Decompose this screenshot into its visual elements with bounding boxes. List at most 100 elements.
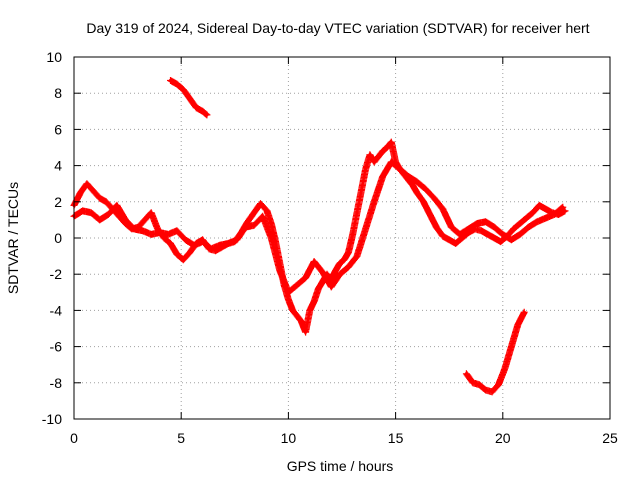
chart-title: Day 319 of 2024, Sidereal Day-to-day VTE… xyxy=(86,20,589,36)
data-point xyxy=(243,225,248,229)
data-point xyxy=(104,200,108,204)
data-point xyxy=(346,265,351,269)
y-tick-label: 2 xyxy=(54,194,62,210)
data-point xyxy=(258,202,263,206)
data-point xyxy=(85,182,89,186)
data-point xyxy=(98,218,102,222)
data-point xyxy=(205,113,209,117)
data-point xyxy=(175,252,179,256)
data-point xyxy=(406,174,411,179)
data-point xyxy=(492,225,496,229)
data-point xyxy=(486,232,490,236)
data-point xyxy=(149,211,153,215)
data-point xyxy=(286,290,290,294)
data-layer xyxy=(70,77,569,396)
data-point xyxy=(89,211,93,215)
data-point xyxy=(183,238,188,242)
data-point xyxy=(329,285,333,289)
data-point xyxy=(501,232,505,236)
data-point xyxy=(166,232,170,236)
data-point xyxy=(535,220,539,224)
y-tick-label: 6 xyxy=(54,121,62,137)
data-point xyxy=(218,243,222,247)
data-point xyxy=(516,323,520,327)
y-tick-label: -4 xyxy=(50,302,63,318)
series-trace-2 xyxy=(70,158,567,296)
data-point xyxy=(415,180,419,184)
data-point xyxy=(411,183,415,188)
tick-labels: 0 5 10 15 20 25 -10 -8 -6 -4 -2 0 2 4 6 8 10 xyxy=(42,49,618,446)
data-point xyxy=(441,207,445,211)
data-point xyxy=(158,230,162,235)
data-point xyxy=(286,297,290,302)
data-point xyxy=(269,236,273,240)
data-point xyxy=(355,254,359,258)
data-point xyxy=(524,216,528,220)
data-point xyxy=(201,109,205,113)
data-point xyxy=(376,154,381,159)
data-point xyxy=(269,221,273,226)
y-tick-label: 4 xyxy=(54,158,62,174)
data-point xyxy=(106,212,110,217)
axis-ticks xyxy=(73,56,611,420)
data-point xyxy=(389,160,393,164)
data-point xyxy=(421,200,426,204)
data-point xyxy=(226,241,230,246)
data-point xyxy=(235,238,239,242)
data-point xyxy=(415,191,419,195)
data-point xyxy=(252,223,256,227)
data-point xyxy=(522,310,526,314)
data-point xyxy=(471,381,475,385)
data-point xyxy=(526,225,531,229)
data-point xyxy=(188,97,192,101)
data-point xyxy=(299,319,303,323)
data-point xyxy=(544,216,548,220)
data-point xyxy=(194,106,198,110)
data-point xyxy=(278,268,282,273)
data-point xyxy=(381,149,385,153)
data-point xyxy=(398,167,402,171)
data-point xyxy=(363,227,368,231)
data-point xyxy=(115,203,119,208)
series-trace-3 xyxy=(167,77,211,119)
data-point xyxy=(252,211,256,215)
data-point xyxy=(496,383,501,387)
data-point xyxy=(338,272,342,276)
data-point xyxy=(291,308,295,312)
data-point xyxy=(484,220,488,224)
data-point xyxy=(98,196,102,200)
data-point xyxy=(265,209,269,213)
data-point xyxy=(168,78,173,83)
data-point xyxy=(509,238,513,242)
data-point xyxy=(492,236,496,240)
data-point xyxy=(475,221,479,226)
data-point xyxy=(479,229,483,233)
data-point xyxy=(175,82,179,86)
data-point xyxy=(509,345,513,349)
data-point xyxy=(351,232,355,236)
data-point xyxy=(338,261,342,265)
data-point xyxy=(295,314,299,318)
x-tick-label: 25 xyxy=(602,430,618,446)
data-point xyxy=(458,232,462,236)
x-tick-label: 10 xyxy=(281,430,297,446)
data-point xyxy=(321,279,325,284)
data-point xyxy=(143,218,147,222)
data-point xyxy=(312,259,316,264)
data-point xyxy=(424,187,428,191)
data-point xyxy=(466,227,471,231)
data-point xyxy=(464,372,468,376)
data-point xyxy=(303,330,308,334)
data-point xyxy=(372,160,376,164)
y-tick-label: 0 xyxy=(54,230,62,246)
data-point xyxy=(385,145,389,150)
data-point xyxy=(78,191,83,195)
data-point xyxy=(181,87,185,92)
y-tick-label: -2 xyxy=(50,266,63,282)
y-tick-label: -8 xyxy=(50,375,63,391)
data-point xyxy=(162,236,166,240)
data-point xyxy=(168,241,173,246)
data-point xyxy=(454,241,458,246)
data-point xyxy=(484,388,488,392)
